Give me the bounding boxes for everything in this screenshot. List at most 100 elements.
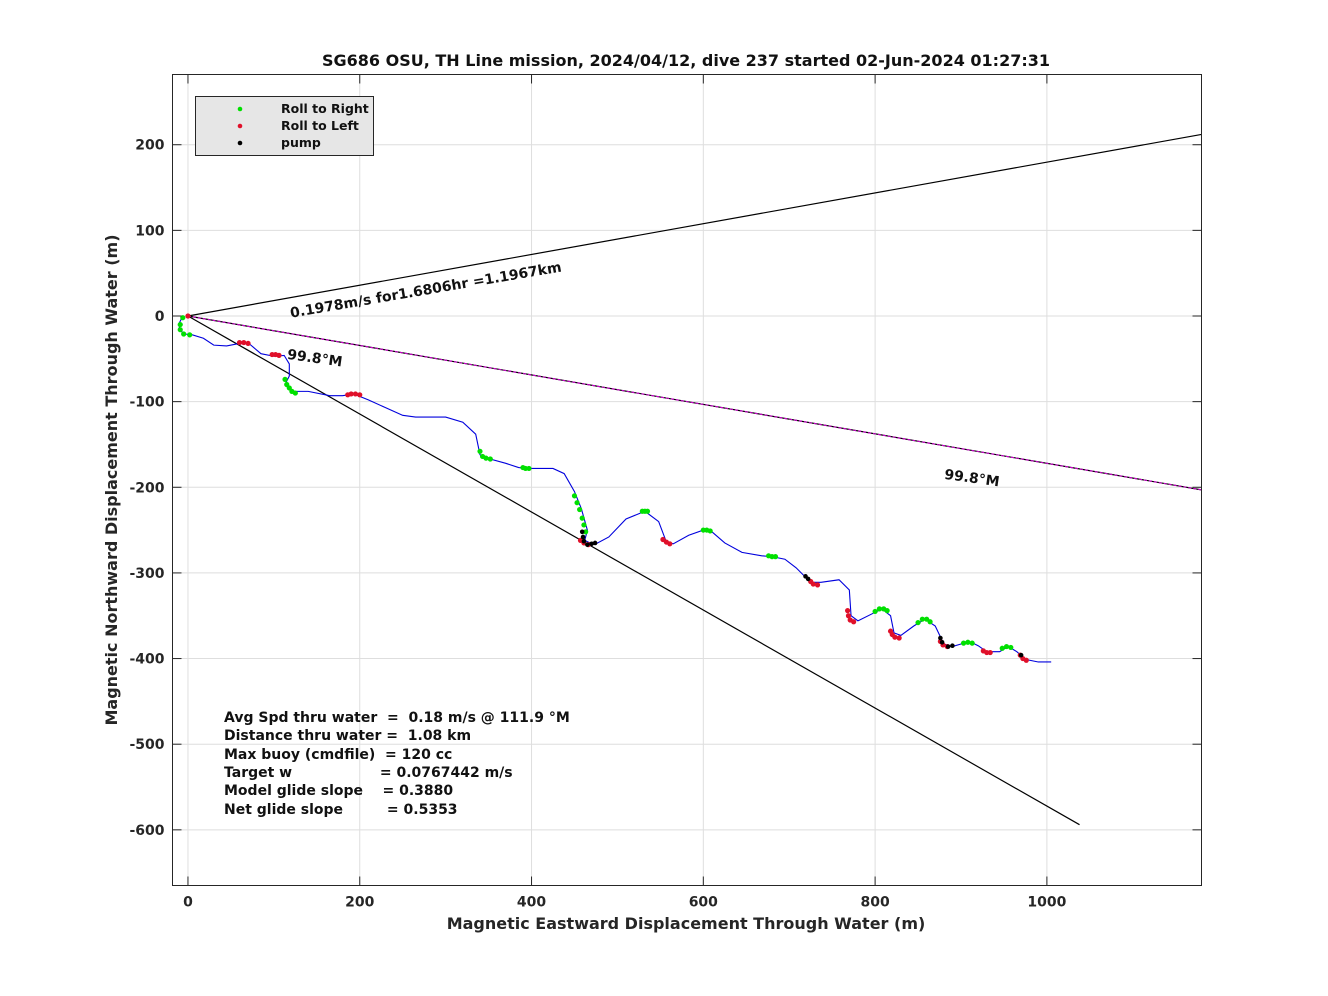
roll-left-point — [896, 635, 902, 641]
roll-left-point — [814, 582, 821, 588]
pump-point — [592, 540, 598, 546]
roll-left-point — [851, 619, 857, 625]
roll-right-point — [927, 619, 933, 625]
pump-point — [1018, 652, 1024, 658]
pump-point — [945, 644, 951, 649]
stat-distance: Distance thru water = 1.08 km — [224, 728, 471, 744]
roll-right-point — [571, 493, 578, 499]
reference-line — [187, 315, 1080, 826]
roll-right-point — [876, 606, 883, 612]
plot-frame — [172, 74, 1202, 886]
roll-right-point — [1008, 644, 1014, 651]
roll-right-markers — [177, 315, 1014, 651]
annotation-label: 99.8°M — [286, 347, 343, 371]
roll-left-point — [845, 613, 852, 619]
roll-right-point — [526, 465, 532, 472]
pump-point — [950, 643, 955, 649]
roll-right-point — [772, 554, 779, 560]
roll-left-point — [987, 649, 993, 656]
roll-right-point — [187, 332, 193, 338]
legend-marker-roll-left — [237, 123, 243, 129]
reference-line — [187, 133, 1202, 317]
pump-point — [805, 576, 811, 582]
roll-right-point — [177, 321, 183, 328]
roll-right-point — [581, 522, 587, 528]
roll-right-point — [1003, 643, 1010, 650]
roll-right-point — [477, 448, 483, 454]
roll-right-point — [292, 390, 298, 396]
legend-label-roll-left: Roll to Left — [281, 118, 359, 133]
legend-marker-roll-right — [237, 106, 243, 112]
y-tick-label: 0 — [155, 309, 165, 325]
pump-point — [589, 541, 594, 547]
roll-left-point — [1023, 657, 1029, 663]
roll-right-point — [884, 607, 890, 614]
legend-marker-pump — [237, 140, 243, 146]
roll-right-point — [915, 619, 921, 626]
roll-right-point — [487, 456, 493, 462]
roll-right-point — [579, 515, 585, 521]
y-tick-label: -100 — [129, 395, 164, 411]
roll-right-point — [577, 506, 583, 513]
roll-left-point — [357, 392, 363, 398]
roll-right-point — [282, 376, 288, 382]
roll-right-point — [707, 528, 713, 534]
roll-right-point — [969, 640, 975, 646]
y-tick-label: -500 — [129, 737, 164, 753]
x-tick-label: 400 — [517, 895, 546, 911]
stat-avg-speed: Avg Spd thru water = 0.18 m/s @ 111.9 °M — [224, 710, 570, 726]
roll-left-point — [241, 339, 247, 346]
roll-left-point — [667, 541, 673, 547]
roll-right-point — [999, 645, 1005, 651]
pump-point — [581, 538, 587, 544]
roll-right-point — [965, 639, 971, 645]
y-tick-label: -600 — [129, 823, 164, 839]
pump-point — [585, 542, 590, 547]
roll-right-point — [483, 455, 489, 461]
x-tick-label: 0 — [183, 895, 193, 911]
roll-left-point — [845, 607, 851, 614]
x-tick-label: 600 — [689, 895, 718, 911]
roll-left-point — [276, 352, 282, 358]
x-tick-label: 800 — [860, 895, 889, 911]
stats-block: Avg Spd thru water = 0.18 m/s @ 111.9 °M… — [224, 710, 570, 818]
reference-line — [187, 315, 1202, 491]
roll-left-point — [185, 313, 191, 319]
roll-left-point — [892, 634, 898, 640]
stat-max-buoy: Max buoy (cmdfile) = 120 cc — [224, 747, 452, 763]
y-tick-label: 200 — [135, 138, 164, 154]
x-axis-label: Magnetic Eastward Displacement Through W… — [447, 914, 926, 933]
pump-point — [579, 529, 585, 535]
roll-right-point — [583, 529, 589, 535]
pump-point — [939, 639, 945, 645]
pump-point — [580, 534, 586, 540]
annotation-label: 99.8°M — [943, 467, 1000, 491]
grid-lines — [172, 74, 1202, 886]
pump-markers — [579, 529, 1024, 658]
y-tick-label: -400 — [129, 652, 164, 668]
roll-right-point — [872, 608, 878, 615]
y-tick-label: 100 — [135, 223, 164, 239]
roll-right-point — [177, 327, 183, 333]
y-tick-label: -200 — [129, 480, 164, 496]
roll-left-point — [236, 339, 243, 346]
roll-right-point — [181, 331, 187, 337]
stat-net-glide-slope: Net glide slope = 0.5353 — [224, 802, 458, 818]
stat-target-w: Target w = 0.0767442 m/s — [224, 765, 513, 781]
roll-right-point — [960, 640, 967, 646]
roll-right-point — [574, 500, 580, 506]
roll-right-point — [180, 315, 186, 321]
chart-title: SG686 OSU, TH Line mission, 2024/04/12, … — [322, 51, 1050, 70]
roll-left-point — [348, 391, 354, 397]
legend-box — [195, 96, 374, 156]
legend-label-roll-right: Roll to Right — [281, 101, 369, 116]
roll-left-point — [245, 340, 251, 347]
pump-point — [938, 635, 943, 641]
legend-label-pump: pump — [281, 135, 321, 150]
roll-left-point — [352, 391, 359, 397]
roll-right-point — [644, 508, 651, 514]
legend: Roll to Right Roll to Left pump — [195, 96, 374, 156]
axis-ticks — [172, 74, 1202, 886]
y-tick-label: -300 — [129, 566, 164, 582]
